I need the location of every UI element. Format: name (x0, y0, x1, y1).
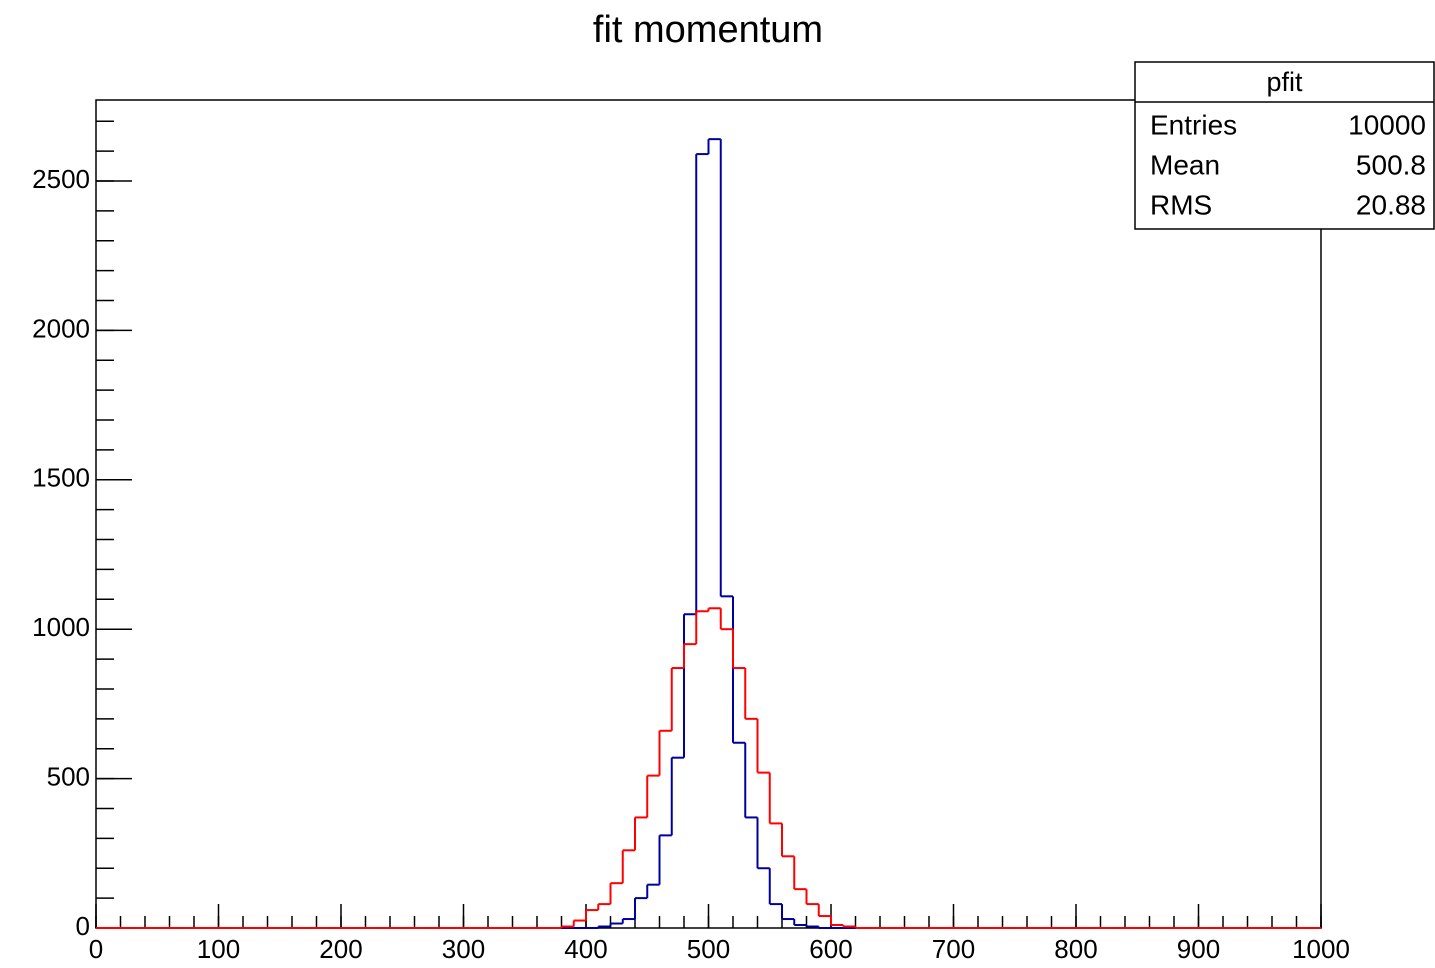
x-tick-label: 400 (564, 934, 607, 964)
y-tick-label: 2500 (32, 164, 90, 194)
x-tick-label: 0 (89, 934, 103, 964)
stats-box (1134, 61, 1435, 230)
stats-value: 20.88 (1356, 189, 1426, 220)
x-tick-label: 100 (197, 934, 240, 964)
stats-label: Mean (1150, 149, 1220, 180)
stats-value: 10000 (1348, 109, 1426, 140)
stats-value: 500.8 (1356, 149, 1426, 180)
stats-label: Entries (1150, 109, 1237, 140)
stats-title: pfit (1266, 67, 1303, 97)
y-tick-label: 0 (76, 911, 90, 941)
x-tick-label: 500 (687, 934, 730, 964)
x-tick-label: 800 (1054, 934, 1097, 964)
y-tick-label: 2000 (32, 313, 90, 343)
x-tick-label: 300 (442, 934, 485, 964)
x-tick-label: 600 (809, 934, 852, 964)
x-tick-label: 1000 (1292, 934, 1350, 964)
y-tick-label: 500 (47, 761, 90, 791)
y-tick-label: 1500 (32, 463, 90, 493)
y-tick-label: 1000 (32, 612, 90, 642)
stats-label: RMS (1150, 189, 1212, 220)
chart-title: fit momentum (593, 9, 823, 51)
x-tick-label: 700 (932, 934, 975, 964)
x-tick-label: 200 (319, 934, 362, 964)
x-tick-label: 900 (1177, 934, 1220, 964)
